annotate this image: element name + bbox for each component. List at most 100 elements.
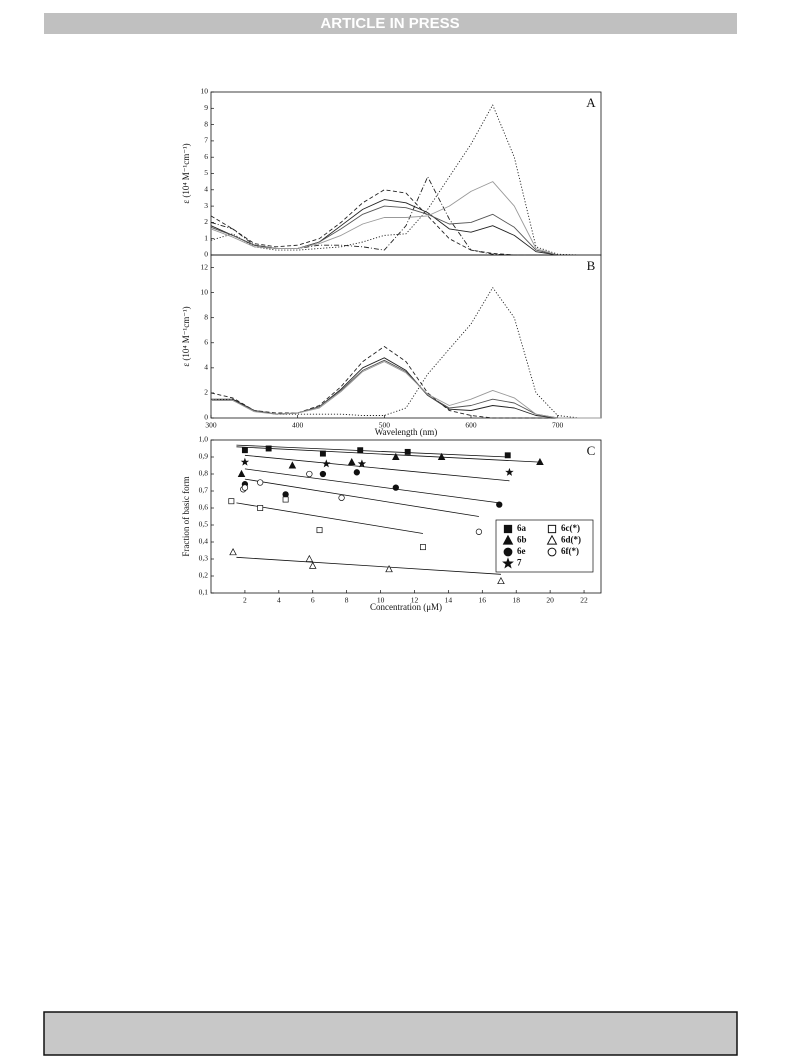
y-tick-label: 1,0 (199, 435, 209, 444)
y-tick-label: 0,8 (199, 469, 209, 478)
x-axis-label: Wavelength (nm) (375, 427, 438, 437)
data-point (316, 527, 323, 534)
legend-marker (547, 524, 557, 534)
legend-label: 6e (517, 546, 526, 556)
data-point (305, 554, 314, 562)
data-point (241, 484, 249, 491)
x-tick-label: 500 (379, 421, 391, 430)
x-tick-label: 4 (277, 596, 281, 605)
x-tick-label: 12 (411, 596, 419, 605)
data-point (257, 505, 264, 511)
legend-label: 6d(*) (561, 535, 581, 545)
data-point (237, 469, 246, 477)
data-point (265, 445, 272, 452)
x-tick-label: 2 (243, 596, 247, 605)
x-tick-label: 600 (465, 421, 477, 430)
y-tick-label: 7 (204, 136, 208, 145)
data-point (504, 452, 511, 459)
spectrum-line (211, 361, 601, 419)
y-tick-label: 4 (204, 363, 208, 372)
data-point (306, 470, 313, 478)
data-point (437, 452, 446, 460)
data-point (357, 447, 364, 454)
x-tick-label: 8 (345, 596, 349, 605)
y-axis-label: Fraction of basic form (181, 476, 191, 556)
legend-label: 6c(*) (561, 523, 580, 533)
data-point (319, 470, 327, 478)
x-tick-label: 22 (580, 596, 588, 605)
legend-label: 6f(*) (561, 546, 579, 556)
legend-marker (503, 524, 513, 534)
legend-label: 6b (517, 535, 527, 545)
x-tick-label: 14 (445, 596, 453, 605)
data-point (347, 457, 356, 466)
data-point (505, 467, 514, 476)
fit-line (236, 556, 501, 575)
fit-line (236, 446, 540, 463)
panel-label: A (586, 95, 596, 110)
spectrum-line (210, 181, 601, 256)
x-tick-label: 20 (546, 596, 554, 605)
data-point (288, 461, 297, 469)
spectrum-line (210, 104, 601, 256)
x-tick-label: 300 (205, 421, 217, 430)
footer-box (43, 1011, 738, 1056)
y-tick-label: 8 (204, 119, 208, 128)
x-tick-label: 10 (377, 596, 385, 605)
data-point (420, 544, 426, 551)
y-tick-label: 8 (204, 312, 208, 321)
y-tick-label: 2 (204, 388, 208, 397)
spectrum-line (211, 357, 601, 419)
data-point (404, 448, 411, 455)
data-point (357, 459, 367, 468)
y-tick-label: 0,7 (199, 486, 209, 495)
fit-line (244, 454, 510, 482)
spectrum-line (210, 176, 601, 256)
panel-label: C (587, 443, 596, 458)
data-point (308, 561, 317, 569)
data-point (240, 457, 250, 466)
legend-marker (502, 557, 514, 569)
y-tick-label: 6 (204, 337, 208, 346)
legend-label: 7 (517, 558, 522, 568)
spectrum-line (210, 287, 601, 419)
x-tick-label: 16 (479, 596, 487, 605)
spectrum-line (210, 346, 601, 419)
legend-marker (546, 534, 558, 545)
y-tick-label: 12 (201, 262, 209, 271)
data-point (392, 452, 400, 460)
legend-box (495, 519, 594, 573)
data-point (282, 496, 289, 503)
y-tick-label: 0,4 (199, 537, 209, 546)
fit-line (244, 468, 500, 504)
data-point (319, 450, 326, 457)
x-tick-label: 18 (512, 596, 520, 605)
x-tick-label: 6 (311, 596, 315, 605)
y-tick-label: 10 (201, 87, 209, 96)
x-axis-label: Concentration (μM) (370, 602, 442, 612)
legend-marker (547, 547, 557, 557)
y-tick-label: 2 (204, 217, 208, 226)
panel-label: B (587, 258, 596, 273)
banner-text: ARTICLE IN PRESS (320, 15, 459, 32)
spectrum-line (211, 359, 601, 419)
y-tick-label: 1 (204, 233, 208, 242)
y-tick-label: 0,3 (199, 554, 209, 563)
y-tick-label: 10 (201, 287, 209, 296)
data-point (475, 528, 483, 535)
y-axis-label: ε (10⁴ M⁻¹cm⁻¹) (181, 306, 191, 366)
plot-frame (210, 91, 602, 256)
data-point (353, 469, 360, 476)
y-tick-label: 0,5 (199, 520, 209, 529)
data-point (322, 459, 331, 468)
y-tick-label: 9 (204, 103, 208, 112)
data-point (257, 479, 264, 486)
fit-line (236, 502, 424, 534)
spectrum-line (210, 189, 601, 256)
y-tick-label: 0,9 (199, 452, 209, 461)
plot-frame (210, 439, 602, 594)
data-point (338, 494, 345, 501)
x-tick-label: 700 (552, 421, 564, 430)
legend-marker (503, 547, 513, 557)
legend-marker (502, 534, 514, 545)
